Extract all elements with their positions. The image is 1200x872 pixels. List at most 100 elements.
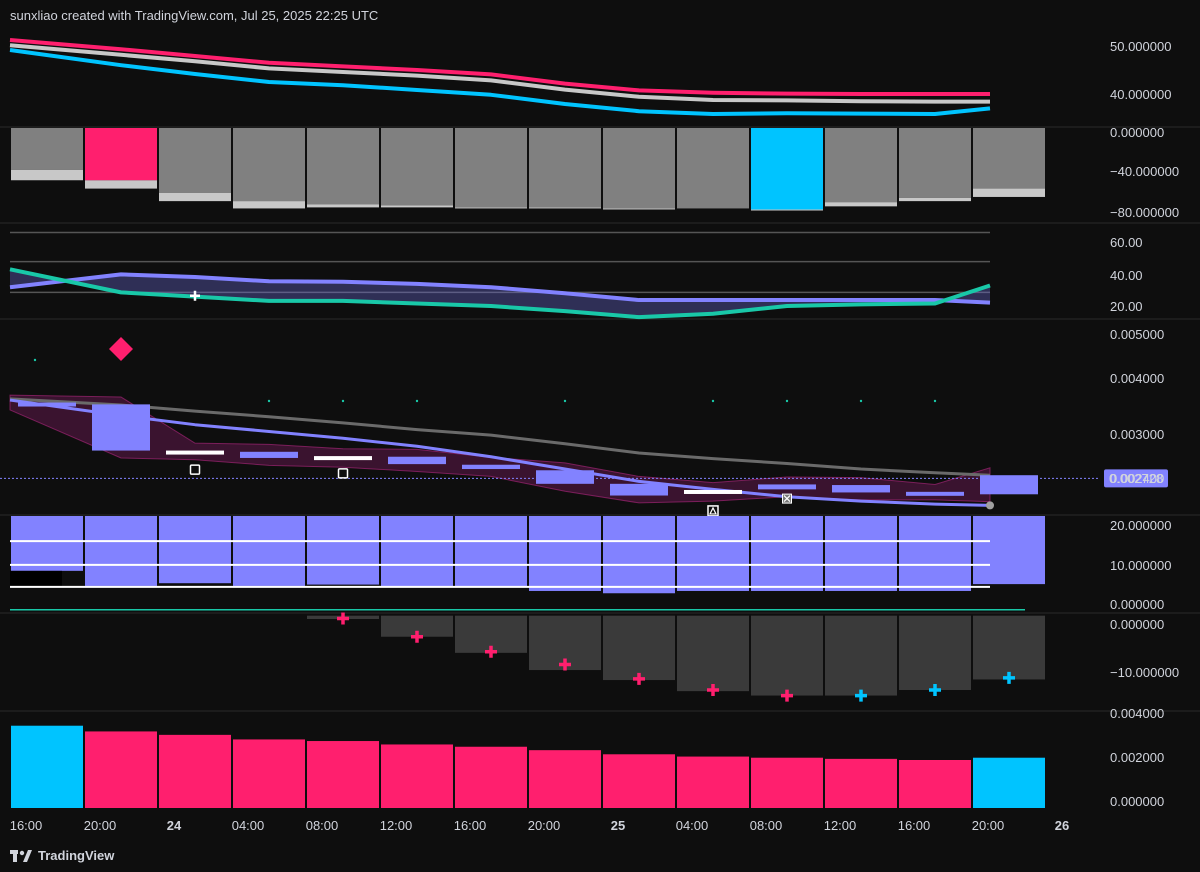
x-glyph: [783, 495, 791, 503]
profile-bar: [751, 516, 823, 591]
oscillator-bar-band: [751, 209, 823, 211]
colored-bar: [455, 746, 527, 808]
price-bar: [18, 402, 76, 407]
profile-bar: [381, 516, 453, 588]
price-bar: [980, 475, 1038, 495]
colored-bar: [85, 731, 157, 808]
oscillator-bar: [11, 128, 83, 170]
oscillator-bar: [455, 128, 527, 208]
y-tick-label: 0.004000: [1110, 371, 1164, 386]
price-ma-line-1: [9, 398, 991, 507]
ma-line-1: [9, 43, 990, 104]
square-marker: [337, 468, 349, 479]
line-end-dot: [986, 501, 994, 510]
colored-bar: [677, 756, 749, 808]
time-axis: 16:00 20:00 24 04:00 08:00 12:00 16:00 20:00 25 0…: [10, 818, 1070, 833]
chart-credit: sunxliao created with TradingView.com, J…: [10, 8, 379, 23]
oscillator-bar: [85, 128, 157, 181]
time-tick-label: 20:00: [84, 818, 117, 833]
top-bar: sunxliao created with TradingView.com, J…: [0, 0, 1200, 30]
tradingview-logo-icon: [10, 849, 32, 862]
profile-bar: [85, 516, 157, 586]
price-bar: [610, 483, 668, 496]
cross-marker: [190, 290, 200, 301]
oscillator-bar-band: [973, 188, 1045, 197]
y-tick-label: 0.000000: [1110, 597, 1164, 612]
plus-marker: [633, 672, 645, 685]
y-tick-label: 0.003000: [1110, 427, 1164, 442]
price-bar: [906, 491, 964, 496]
signal-dot: [33, 358, 37, 362]
colored-bar: [603, 754, 675, 808]
signal-dot: [859, 399, 863, 403]
profile-bar: [307, 516, 379, 585]
y-tick-label: 0.002400: [1110, 471, 1164, 486]
oscillator-bar: [603, 128, 675, 209]
oscillator-bar: [677, 128, 749, 209]
price-bar: [758, 484, 816, 490]
y-tick-label: 20.000000: [1110, 518, 1171, 533]
plus-marker: [337, 612, 349, 625]
oscillator-bar-band: [85, 180, 157, 189]
time-tick-label: 12:00: [380, 818, 413, 833]
y-tick-label: 60.00: [1110, 235, 1143, 250]
y-tick-label: 0.000000: [1110, 617, 1164, 632]
y-tick-label: 0.002000: [1110, 750, 1164, 765]
footer: TradingView: [0, 840, 1200, 872]
chart-canvas[interactable]: 50.000000 40.000000 0.000000 −40.000000 −80.…: [0, 0, 1200, 840]
negative-bar: [899, 615, 971, 691]
profile-bar: [233, 516, 305, 586]
oscillator-bar: [973, 128, 1045, 189]
dmi-minus-line: [9, 267, 991, 320]
y-tick-label: 0.005000: [1110, 327, 1164, 342]
profile-bar: [825, 516, 897, 591]
plus-marker: [929, 684, 941, 697]
oscillator-bar: [529, 128, 601, 208]
diamond-marker: [109, 336, 133, 361]
plus-marker: [707, 684, 719, 697]
pane-2-oscillator-bars: [11, 128, 1045, 211]
ma-line-0: [9, 38, 990, 96]
y-tick-label: 10.000000: [1110, 558, 1171, 573]
negative-bar: [381, 615, 453, 637]
time-tick-label: 26: [1055, 818, 1069, 833]
profile-bar: [455, 516, 527, 588]
profile-bar: [159, 516, 231, 584]
signal-dot: [267, 399, 271, 403]
price-ma-line-0: [9, 397, 991, 477]
oscillator-bar: [307, 128, 379, 205]
profile-bar: [899, 516, 971, 591]
time-tick-label: 04:00: [232, 818, 265, 833]
plus-marker: [559, 658, 571, 671]
oscillator-bar-band: [233, 201, 305, 209]
oscillator-bar-band: [159, 192, 231, 202]
signal-dot: [785, 399, 789, 403]
price-bar: [240, 451, 298, 458]
plus-marker: [781, 689, 793, 702]
time-tick-label: 08:00: [750, 818, 783, 833]
profile-gap: [10, 570, 62, 587]
last-price-badge: [1104, 469, 1168, 488]
oscillator-bar: [381, 128, 453, 206]
oscillator-bar: [233, 128, 305, 202]
oscillator-bar-band: [11, 169, 83, 181]
plus-marker: [411, 630, 423, 643]
tradingview-logo[interactable]: TradingView: [10, 848, 114, 863]
time-tick-label: 04:00: [676, 818, 709, 833]
triangle-glyph: [709, 506, 717, 515]
colored-bar: [825, 758, 897, 808]
oscillator-bar-band: [825, 202, 897, 207]
y-tick-label: 40.00: [1110, 268, 1143, 283]
signal-dot: [563, 399, 567, 403]
oscillator-bar: [159, 128, 231, 193]
profile-bar: [677, 516, 749, 591]
y-tick-label: 20.00: [1110, 299, 1143, 314]
colored-bar: [307, 741, 379, 808]
time-tick-label: 12:00: [824, 818, 857, 833]
oscillator-bar: [751, 128, 823, 210]
y-tick-label: −10.000000: [1110, 665, 1179, 680]
colored-bar: [899, 760, 971, 808]
y-tick-label: −80.000000: [1110, 205, 1179, 220]
colored-bar: [381, 744, 453, 808]
signal-dot: [415, 399, 419, 403]
